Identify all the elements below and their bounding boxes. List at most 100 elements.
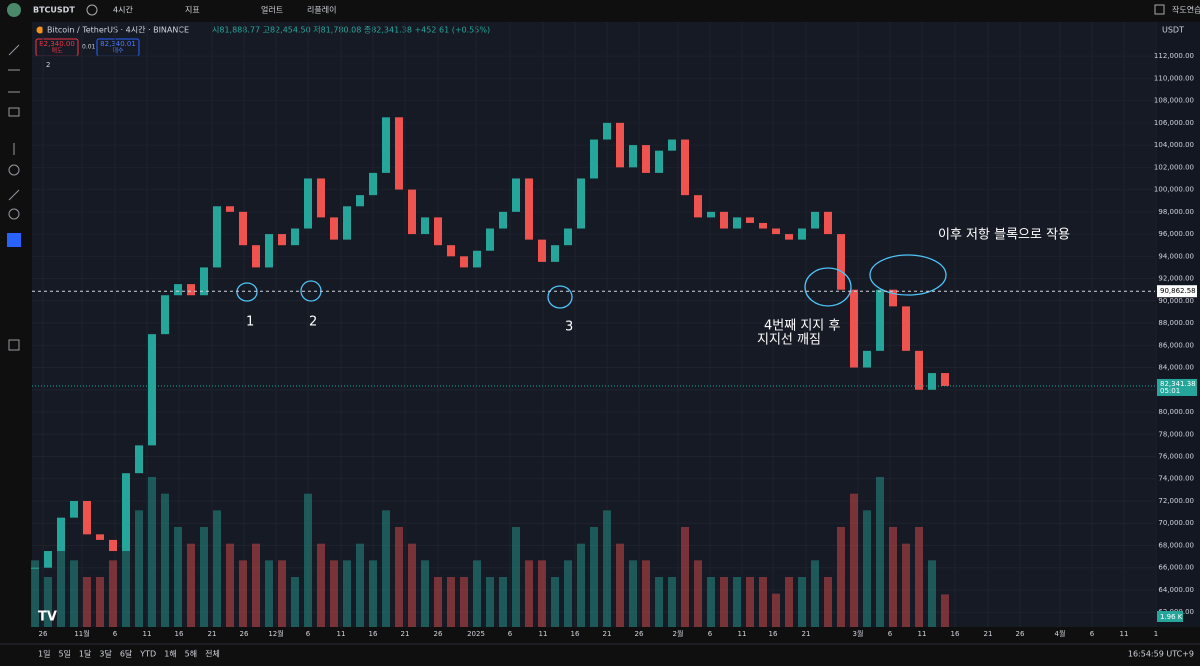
volume-bar	[759, 577, 767, 627]
tool[interactable]	[8, 44, 20, 56]
candle	[226, 206, 234, 212]
candle	[707, 211, 715, 218]
replay[interactable]: 리플레이	[307, 5, 336, 15]
volume-bar	[265, 560, 273, 627]
sell-price[interactable]: 82,340.00	[39, 40, 75, 48]
checkbox[interactable]	[1154, 4, 1165, 15]
volume-bar	[798, 577, 806, 627]
volume-bar	[785, 577, 793, 627]
circle	[804, 267, 852, 307]
volume-bar	[915, 527, 923, 627]
avatar[interactable]	[7, 3, 21, 17]
y-tick-label: 78,000.00	[1158, 430, 1194, 438]
ohlc: 시81,888.77 고82,454.50 저81,780.08 종82,341…	[212, 26, 490, 35]
range-button[interactable]: 전체	[205, 649, 220, 659]
volume-bar	[941, 594, 949, 627]
candle	[512, 178, 520, 212]
candle	[850, 289, 858, 368]
range-button[interactable]: 1달	[79, 650, 92, 659]
volume-bar	[252, 543, 260, 627]
currency[interactable]: USDT	[1162, 26, 1184, 35]
trash[interactable]	[8, 339, 20, 351]
x-tick-label: 26	[434, 630, 443, 638]
candle	[382, 117, 390, 173]
tool[interactable]	[7, 233, 21, 247]
x-tick-label: 6	[708, 630, 713, 638]
candle	[239, 211, 247, 246]
range-button[interactable]: 5일	[58, 650, 70, 659]
buy-price[interactable]: 82,340.01	[100, 40, 136, 48]
candle	[928, 373, 936, 390]
x-tick-label: 11	[337, 630, 346, 638]
y-tick-label: 70,000.00	[1158, 519, 1194, 527]
x-tick-label: 2025	[467, 630, 485, 638]
tool[interactable]	[8, 189, 20, 201]
candle	[499, 211, 507, 229]
x-tick-label: 16	[571, 630, 580, 638]
volume-bar	[889, 527, 897, 627]
x-tick-label: 11	[143, 630, 152, 638]
symbol[interactable]: BTCUSDT	[33, 6, 75, 15]
add-symbol[interactable]	[86, 4, 98, 16]
x-tick-label: 6	[1090, 630, 1095, 638]
range-button[interactable]: 1일	[38, 650, 50, 659]
candle	[772, 228, 780, 235]
volume-bar	[538, 560, 546, 627]
buy-label[interactable]: 매수	[112, 47, 124, 55]
x-tick-label: 4월	[1055, 629, 1066, 638]
tool[interactable]	[8, 107, 20, 117]
circle	[547, 285, 573, 309]
candle	[395, 117, 403, 190]
sell-label[interactable]: 매도	[51, 47, 63, 55]
volume-bar	[863, 510, 871, 627]
x-tick-label: 21	[401, 630, 410, 638]
indicators[interactable]: 지표	[185, 6, 200, 15]
volume-bar	[642, 560, 650, 627]
volume-bar	[187, 543, 195, 627]
annotation: 1	[246, 315, 254, 330]
volume-bar	[928, 560, 936, 627]
range-button[interactable]: 3달	[99, 650, 112, 659]
tool[interactable]	[8, 208, 20, 220]
layout-name[interactable]: 작도연습	[1172, 5, 1200, 15]
logo: TV	[38, 610, 57, 625]
alerts[interactable]: 얼러트	[261, 5, 283, 15]
range-button[interactable]: 5해	[185, 649, 197, 659]
y-tick-label: 72,000.00	[1158, 497, 1194, 505]
volume-tag	[1157, 611, 1183, 622]
candle	[408, 189, 416, 235]
y-tick-label: 88,000.00	[1158, 319, 1194, 327]
volume-bar	[772, 593, 780, 627]
interval[interactable]: 4시간	[113, 5, 133, 15]
x-tick-label: 11	[539, 630, 548, 638]
volume-bar	[317, 543, 325, 627]
x-tick-label: 26	[1016, 630, 1025, 638]
volume-bar	[603, 510, 611, 627]
candle	[629, 145, 637, 168]
x-tick-label: 11	[1120, 630, 1129, 638]
volume-bar	[304, 493, 312, 627]
candle	[83, 500, 91, 535]
candle	[31, 567, 39, 569]
x-tick-label: 16	[769, 630, 778, 638]
tool[interactable]	[8, 164, 20, 176]
clock: 16:54:59 UTC+9	[1128, 650, 1194, 659]
volume-bar	[629, 560, 637, 627]
candle	[213, 206, 221, 268]
candle	[200, 267, 208, 296]
candle	[603, 122, 611, 140]
candle	[278, 234, 286, 246]
y-tick-label: 100,000.00	[1154, 186, 1194, 194]
volume-bar	[590, 527, 598, 627]
volume-bar	[239, 560, 247, 627]
volume-bar	[824, 577, 832, 627]
annotation: 3	[565, 320, 573, 335]
indicator-count[interactable]: 2	[46, 61, 50, 69]
candle	[460, 256, 468, 268]
range-button[interactable]: 6달	[120, 650, 133, 659]
range-button[interactable]: YTD	[139, 650, 156, 659]
candle	[941, 373, 949, 386]
candle	[876, 289, 884, 351]
volume-bar	[291, 577, 299, 627]
range-button[interactable]: 1해	[164, 649, 176, 659]
